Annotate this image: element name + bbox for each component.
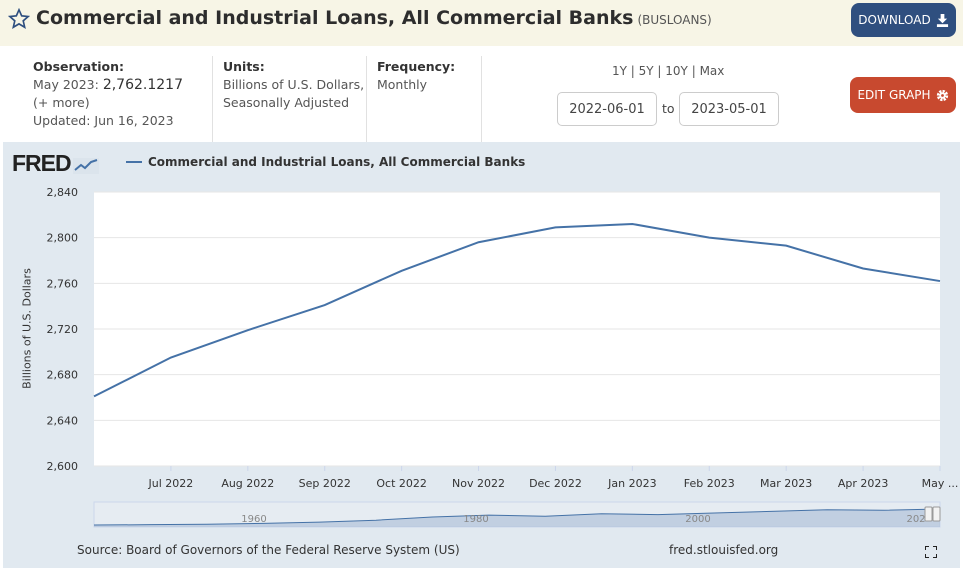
to-label: to: [662, 101, 675, 116]
navigator-handle[interactable]: [924, 506, 933, 522]
gear-icon: [936, 89, 948, 101]
x-tick-label: Oct 2022: [376, 477, 427, 490]
units-label: Units:: [223, 59, 265, 74]
y-tick-label: 2,680: [47, 369, 79, 382]
legend-swatch: [126, 161, 142, 163]
x-tick-label: Feb 2023: [684, 477, 735, 490]
units-block: Units: Billions of U.S. Dollars, Seasona…: [223, 58, 364, 112]
navigator-label: 1960: [241, 514, 266, 525]
more-link[interactable]: (+ more): [33, 95, 90, 110]
site-link[interactable]: fred.stlouisfed.org: [669, 543, 779, 557]
header-bar: Commercial and Industrial Loans, All Com…: [0, 0, 963, 46]
chart-legend: Commercial and Industrial Loans, All Com…: [126, 155, 525, 169]
page-title: Commercial and Industrial Loans, All Com…: [36, 7, 712, 29]
divider: [481, 56, 482, 142]
range-max[interactable]: Max: [699, 64, 725, 78]
navigator-line: [93, 508, 941, 526]
units-line2: Seasonally Adjusted: [223, 95, 350, 110]
navigator-label: 1980: [463, 514, 488, 525]
end-date-input[interactable]: 2023-05-01: [679, 92, 779, 126]
frequency-block: Frequency: Monthly: [377, 58, 455, 94]
x-tick-label: Mar 2023: [760, 477, 812, 490]
download-button[interactable]: DOWNLOAD: [851, 3, 956, 37]
navigator-handle[interactable]: [932, 506, 941, 522]
edit-graph-button[interactable]: EDIT GRAPH: [850, 77, 956, 113]
y-tick-label: 2,840: [47, 186, 79, 199]
updated-text: Updated: Jun 16, 2023: [33, 113, 174, 128]
observation-label: Observation:: [33, 59, 124, 74]
y-tick-label: 2,800: [47, 232, 79, 245]
edit-graph-label: EDIT GRAPH: [857, 88, 931, 102]
range-selector: 1Y | 5Y | 10Y | Max: [612, 64, 725, 78]
range-1y[interactable]: 1Y: [612, 64, 627, 78]
x-tick-label: Jul 2022: [148, 477, 194, 490]
y-tick-label: 2,640: [47, 414, 79, 427]
observation-block: Observation: May 2023: 2,762.1217 (+ mor…: [33, 58, 183, 130]
start-date-input[interactable]: 2022-06-01: [557, 92, 657, 126]
x-tick-label: Dec 2022: [529, 477, 582, 490]
star-icon[interactable]: [8, 8, 30, 30]
series-info: Observation: May 2023: 2,762.1217 (+ mor…: [0, 46, 963, 142]
fred-logo: FRED: [12, 150, 99, 177]
series-code: (BUSLOANS): [637, 13, 712, 27]
download-icon: [936, 13, 948, 27]
units-line1: Billions of U.S. Dollars,: [223, 77, 365, 92]
divider: [366, 56, 367, 142]
legend-label: Commercial and Industrial Loans, All Com…: [148, 155, 526, 169]
source-text: Source: Board of Governors of the Federa…: [77, 543, 460, 557]
download-label: DOWNLOAD: [858, 13, 931, 27]
y-tick-label: 2,760: [47, 277, 79, 290]
divider: [212, 56, 213, 142]
frequency-label: Frequency:: [377, 59, 456, 74]
x-tick-label: Apr 2023: [838, 477, 889, 490]
x-tick-label: Aug 2022: [221, 477, 274, 490]
x-tick-label: Sep 2022: [299, 477, 351, 490]
frequency-value: Monthly: [377, 77, 428, 92]
y-tick-label: 2,600: [47, 460, 79, 473]
navigator-label: 202: [906, 514, 925, 525]
range-5y[interactable]: 5Y: [638, 64, 654, 78]
x-tick-label: May ...: [922, 477, 959, 490]
title-text: Commercial and Industrial Loans, All Com…: [36, 7, 634, 29]
fred-logo-chart-icon: [72, 157, 99, 174]
navigator-label: 2000: [685, 514, 710, 525]
x-tick-label: Nov 2022: [452, 477, 505, 490]
observation-period: May 2023:: [33, 77, 99, 92]
series-line: [93, 222, 941, 398]
observation-value: 2,762.1217: [102, 77, 183, 93]
range-10y[interactable]: 10Y: [665, 64, 688, 78]
x-tick-label: Jan 2023: [607, 477, 656, 490]
fullscreen-icon[interactable]: [925, 546, 937, 558]
y-tick-label: 2,720: [47, 323, 79, 336]
